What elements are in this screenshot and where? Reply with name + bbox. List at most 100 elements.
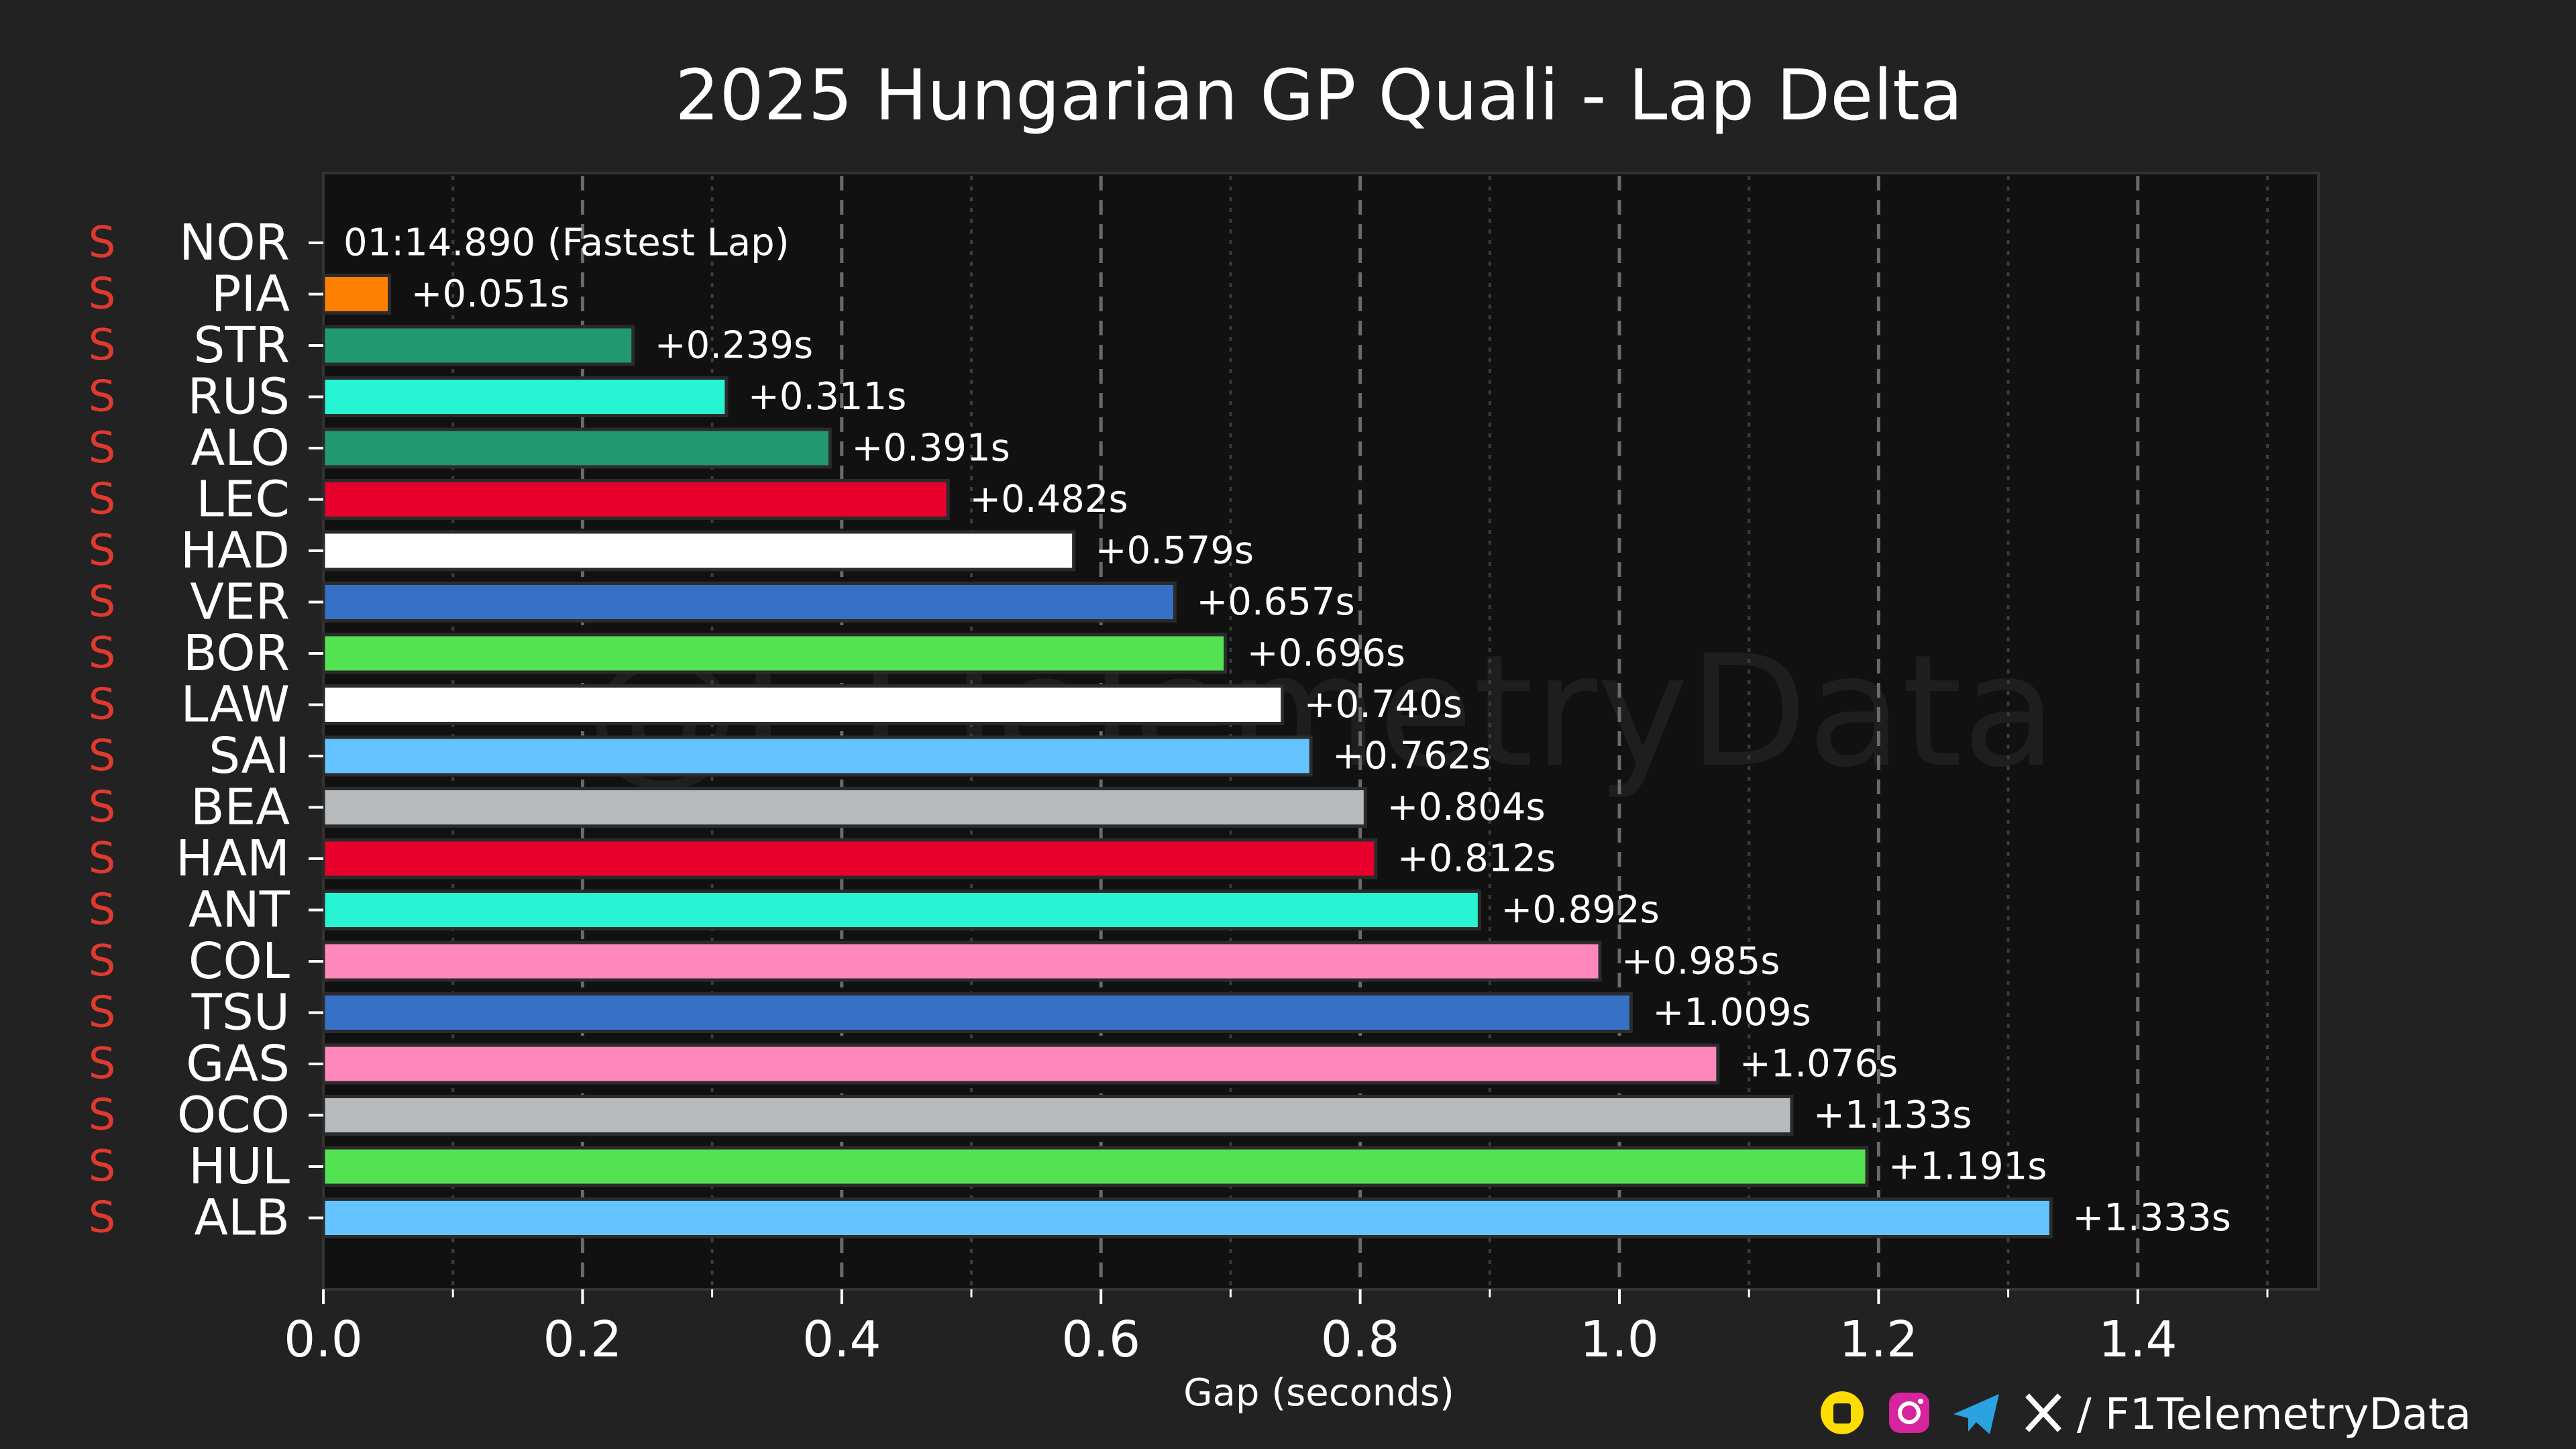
delta-label-hul: +1.191s [1888, 1145, 2047, 1189]
tyre-compound-label: S [89, 988, 116, 1038]
tyre-compound-label: S [89, 578, 116, 627]
bar-ver [321, 582, 1177, 623]
tyre-compound-label: S [89, 936, 116, 986]
driver-label-ver: VER [190, 574, 290, 631]
driver-label-lec: LEC [196, 471, 290, 529]
bar-pia [321, 274, 392, 315]
delta-label-ant: +0.892s [1501, 888, 1659, 932]
delta-label-law: +0.740s [1304, 683, 1462, 727]
bar-rus [321, 376, 729, 417]
driver-label-ant: ANT [189, 881, 290, 939]
delta-label-tsu: +1.009s [1652, 991, 1811, 1034]
delta-label-bea: +0.804s [1387, 786, 1545, 829]
tyre-compound-label: S [89, 1039, 116, 1089]
x-tick-label: 0.8 [1321, 1311, 1400, 1368]
fastest-lap-label: 01:14.890 (Fastest Lap) [343, 221, 790, 265]
tyre-compound-label: S [89, 1193, 116, 1243]
driver-label-alb: ALB [194, 1189, 290, 1247]
driver-label-had: HAD [180, 522, 290, 580]
tyre-compound-label: S [89, 475, 116, 525]
bar-lec [321, 479, 950, 520]
bars [321, 274, 2053, 1238]
tyre-compound-label: S [89, 834, 116, 883]
bar-law [321, 684, 1285, 725]
driver-label-hul: HUL [189, 1138, 290, 1195]
delta-label-rus: +0.311s [748, 375, 906, 419]
tyre-compound-label: S [89, 783, 116, 833]
delta-label-bor: +0.696s [1247, 632, 1405, 676]
driver-label-col: COL [189, 932, 290, 990]
bar-oco [321, 1095, 1794, 1136]
driver-label-str: STR [193, 317, 290, 374]
tyre-compound-label: S [89, 526, 116, 576]
x-axis-label: Gap (seconds) [1183, 1371, 1454, 1415]
delta-label-sai: +0.762s [1332, 735, 1491, 778]
delta-label-alb: +1.333s [2072, 1196, 2231, 1240]
bar-sai [321, 735, 1313, 777]
labels: NOR S +0.051s PIA S +0.239s STR S +0.311s RUS S +0.… [89, 214, 2231, 1247]
bar-bea [321, 787, 1367, 828]
driver-label-bor: BOR [183, 625, 290, 682]
delta-label-alo: +0.391s [851, 427, 1010, 470]
driver-label-oco: OCO [177, 1087, 290, 1144]
tyre-compound-label: S [89, 731, 116, 781]
x-tick-label: 0.4 [802, 1311, 881, 1368]
delta-label-col: +0.985s [1621, 940, 1780, 983]
instagram-icon[interactable] [1889, 1393, 1929, 1433]
bar-ant [321, 890, 1481, 930]
x-tick-label: 0.2 [543, 1311, 623, 1368]
bar-tsu [321, 992, 1633, 1033]
driver-label-ham: HAM [176, 830, 290, 888]
driver-label-law: LAW [180, 676, 290, 734]
tyre-compound-label: S [89, 1142, 116, 1191]
driver-label-gas: GAS [186, 1035, 290, 1093]
footer-handle[interactable]: / F1TelemetryData [2077, 1390, 2471, 1440]
driver-label-tsu: TSU [191, 984, 290, 1042]
bar-str [321, 325, 635, 366]
tyre-compound-label: S [89, 680, 116, 730]
buymeacoffee-icon[interactable] [1821, 1391, 1864, 1434]
driver-label-bea: BEA [191, 779, 290, 837]
footer-social: / F1TelemetryData [1821, 1390, 2471, 1440]
x-tick-label: 1.4 [2098, 1311, 2178, 1368]
delta-label-oco: +1.133s [1813, 1093, 1972, 1137]
driver-label-pia: PIA [211, 266, 290, 323]
tyre-compound-label: S [89, 629, 116, 678]
delta-label-str: +0.239s [655, 324, 813, 368]
chart-title: 2025 Hungarian GP Quali - Lap Delta [675, 54, 1962, 136]
tyre-compound-label: S [89, 1091, 116, 1140]
delta-label-ver: +0.657s [1196, 580, 1354, 624]
x-tick-label: 1.0 [1580, 1311, 1659, 1368]
delta-label-lec: +0.482s [969, 478, 1128, 521]
bar-hul [321, 1146, 1869, 1187]
tyre-compound-label: S [89, 218, 116, 268]
delta-label-ham: +0.812s [1397, 837, 1556, 881]
driver-label-sai: SAI [209, 727, 290, 785]
driver-label-nor: NOR [179, 214, 290, 272]
bar-ham [321, 838, 1378, 879]
tyre-compound-label: S [89, 372, 116, 422]
bar-alo [321, 427, 832, 469]
bar-bor [321, 633, 1228, 674]
tyre-compound-label: S [89, 885, 116, 935]
tyre-compound-label: S [89, 423, 116, 473]
bar-col [321, 941, 1602, 982]
tyre-compound-label: S [89, 270, 116, 319]
bar-alb [321, 1197, 2053, 1238]
driver-label-rus: RUS [187, 368, 290, 426]
driver-label-alo: ALO [191, 419, 290, 477]
x-tick-label: 0.0 [284, 1311, 363, 1368]
telegram-icon[interactable] [1953, 1394, 1999, 1434]
bar-had [321, 530, 1076, 572]
x-axis: 0.0 0.2 0.4 0.6 0.8 1.0 1.2 1.4 [284, 1289, 2269, 1368]
x-tick-label: 1.2 [1839, 1311, 1919, 1368]
x-tick-label: 0.6 [1061, 1311, 1140, 1368]
delta-label-pia: +0.051s [411, 272, 570, 316]
x-twitter-icon[interactable] [2025, 1393, 2061, 1432]
delta-label-gas: +1.076s [1739, 1042, 1898, 1086]
bar-gas [321, 1043, 1720, 1085]
delta-label-had: +0.579s [1095, 529, 1254, 573]
tyre-compound-label: S [89, 321, 116, 370]
